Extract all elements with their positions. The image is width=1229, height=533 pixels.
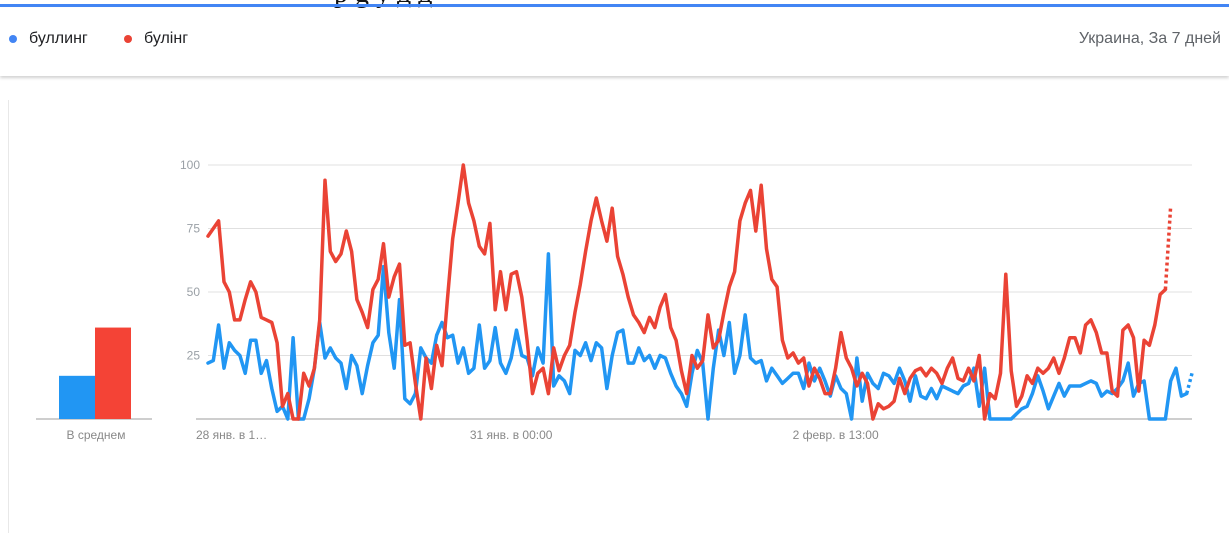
red-dot-icon xyxy=(124,35,132,43)
x-tick-label: 2 февр. в 13:00 xyxy=(793,428,879,442)
series-partial-buling-ua xyxy=(1163,205,1173,290)
legend-item-buling-ua[interactable]: булінг xyxy=(124,30,188,48)
series-line-bulling-ru xyxy=(206,252,1189,421)
x-tick-label: 31 янв. в 00:00 xyxy=(470,428,553,442)
region-period-label[interactable]: Украина, За 7 дней xyxy=(1078,30,1221,47)
legend-label: буллинг xyxy=(29,30,88,47)
avg-bar-bulling-ru xyxy=(59,375,95,419)
x-tick-label: 28 янв. в 1… xyxy=(196,428,267,442)
avg-x-label: В среднем xyxy=(67,428,126,442)
y-tick-label-75: 75 xyxy=(187,222,201,236)
chart-area: В среднем 25 50 75 100 28 янв. в 1… 31 янв. в … xyxy=(0,76,1229,533)
legend-bar: буллинг булінг Украина, За 7 дней xyxy=(0,4,1229,76)
legend-label: булінг xyxy=(144,30,189,47)
y-tick-label-100: 100 xyxy=(180,158,200,172)
panel-left-border xyxy=(8,100,9,533)
legend-item-bulling-ru[interactable]: буллинг xyxy=(9,30,88,48)
blue-dot-icon xyxy=(9,35,17,43)
series-partial-bulling-ru xyxy=(1185,372,1194,395)
avg-bar-buling-ua xyxy=(95,327,131,419)
y-tick-label-25: 25 xyxy=(187,349,201,363)
top-accent-line xyxy=(0,4,1229,7)
trend-chart: В среднем 25 50 75 100 28 янв. в 1… 31 янв. в … xyxy=(36,158,1194,442)
series-line-buling-ua xyxy=(206,163,1168,421)
y-tick-label-50: 50 xyxy=(187,285,201,299)
